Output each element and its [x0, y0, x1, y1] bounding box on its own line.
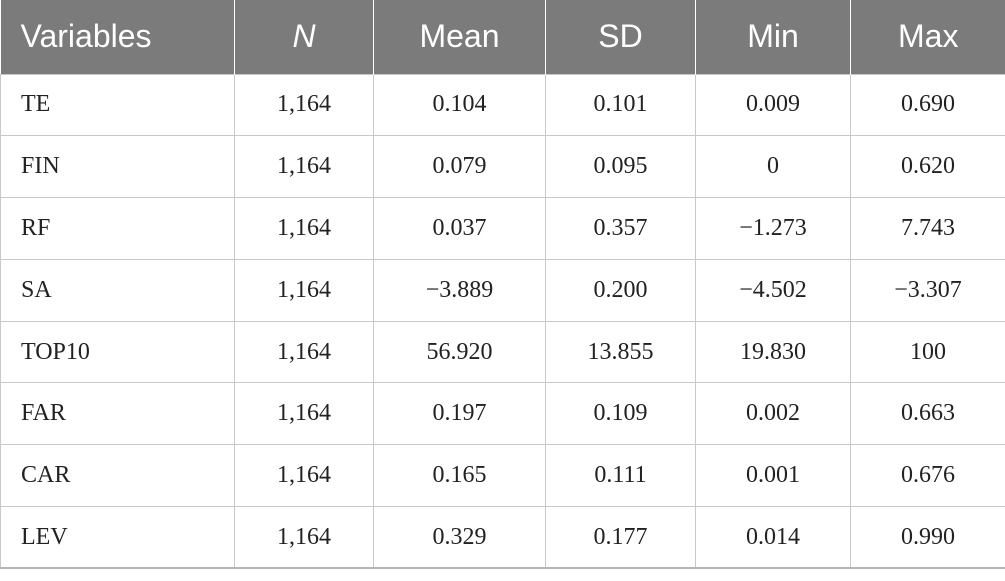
cell-variable: LEV — [0, 506, 235, 570]
cell-max: 0.676 — [850, 444, 1005, 508]
cell-sd: 0.357 — [545, 197, 696, 260]
cell-variable: TE — [0, 73, 235, 137]
table-row: CAR 1,164 0.165 0.111 0.001 0.676 — [0, 444, 1005, 508]
cell-n: 1,164 — [234, 73, 374, 137]
cell-variable: TOP10 — [0, 320, 235, 384]
cell-n: 1,164 — [234, 258, 374, 322]
cell-min: −4.502 — [695, 258, 851, 322]
cell-min: 0.009 — [695, 73, 851, 137]
cell-max: −3.307 — [850, 258, 1005, 322]
cell-sd: 13.855 — [545, 320, 696, 384]
cell-sd: 0.101 — [545, 73, 696, 137]
cell-max: 100 — [850, 320, 1005, 384]
table-body: TE 1,164 0.104 0.101 0.009 0.690 FIN 1,1… — [0, 73, 1005, 570]
cell-min: 0 — [695, 135, 851, 199]
cell-variable: CAR — [0, 444, 235, 508]
cell-variable: FIN — [0, 135, 235, 199]
header-max: Max — [850, 0, 1005, 74]
cell-min: −1.273 — [695, 197, 851, 260]
table-row: TE 1,164 0.104 0.101 0.009 0.690 — [0, 73, 1005, 137]
cell-sd: 0.111 — [545, 444, 696, 508]
cell-n: 1,164 — [234, 197, 374, 260]
cell-min: 0.014 — [695, 506, 851, 570]
header-row: Variables N Mean SD Min Max — [0, 0, 1005, 74]
header-min: Min — [695, 0, 851, 74]
cell-max: 7.743 — [850, 197, 1005, 260]
cell-max: 0.663 — [850, 382, 1005, 446]
cell-max: 0.990 — [850, 506, 1005, 570]
cell-sd: 0.200 — [545, 258, 696, 322]
table-row: FIN 1,164 0.079 0.095 0 0.620 — [0, 135, 1005, 199]
cell-sd: 0.177 — [545, 506, 696, 570]
cell-variable: SA — [0, 258, 235, 322]
cell-mean: 0.037 — [373, 197, 546, 260]
cell-max: 0.620 — [850, 135, 1005, 199]
cell-variable: RF — [0, 197, 235, 260]
table-header: Variables N Mean SD Min Max — [0, 0, 1005, 74]
cell-n: 1,164 — [234, 506, 374, 570]
cell-mean: 0.079 — [373, 135, 546, 199]
cell-variable: FAR — [0, 382, 235, 446]
cell-n: 1,164 — [234, 135, 374, 199]
table-row: FAR 1,164 0.197 0.109 0.002 0.663 — [0, 382, 1005, 446]
header-variables: Variables — [0, 0, 235, 74]
table-row: RF 1,164 0.037 0.357 −1.273 7.743 — [0, 197, 1005, 260]
header-n: N — [234, 0, 374, 74]
cell-sd: 0.109 — [545, 382, 696, 446]
cell-n: 1,164 — [234, 320, 374, 384]
cell-mean: 56.920 — [373, 320, 546, 384]
cell-mean: 0.197 — [373, 382, 546, 446]
cell-n: 1,164 — [234, 382, 374, 446]
cell-mean: 0.165 — [373, 444, 546, 508]
header-mean: Mean — [373, 0, 546, 74]
table-row: TOP10 1,164 56.920 13.855 19.830 100 — [0, 320, 1005, 384]
cell-max: 0.690 — [850, 73, 1005, 137]
table-row: SA 1,164 −3.889 0.200 −4.502 −3.307 — [0, 258, 1005, 322]
cell-mean: −3.889 — [373, 258, 546, 322]
cell-min: 0.002 — [695, 382, 851, 446]
cell-sd: 0.095 — [545, 135, 696, 199]
table-row: LEV 1,164 0.329 0.177 0.014 0.990 — [0, 506, 1005, 570]
cell-mean: 0.104 — [373, 73, 546, 137]
cell-min: 19.830 — [695, 320, 851, 384]
cell-mean: 0.329 — [373, 506, 546, 570]
header-sd: SD — [545, 0, 696, 74]
cell-n: 1,164 — [234, 444, 374, 508]
cell-min: 0.001 — [695, 444, 851, 508]
